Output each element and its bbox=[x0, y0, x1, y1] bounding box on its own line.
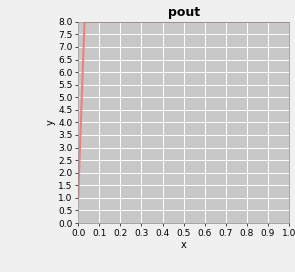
Y-axis label: y: y bbox=[45, 119, 55, 125]
Title: pout: pout bbox=[168, 6, 200, 19]
X-axis label: x: x bbox=[181, 240, 186, 250]
